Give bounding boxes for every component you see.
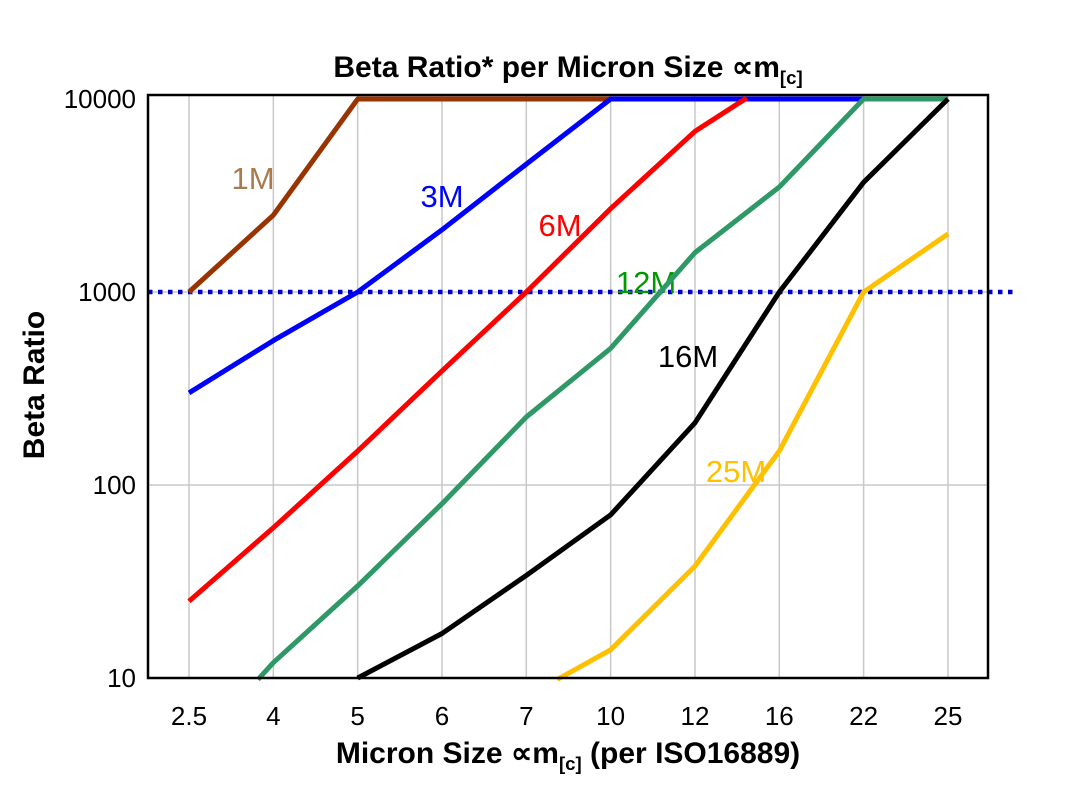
series-line-3M [187,96,864,396]
x-tick-label: 16 [764,701,794,731]
x-tick-label: 4 [266,701,281,731]
y-tick-label: 10 [107,663,136,693]
x-axis-title-suffix: (per ISO16889) [581,737,801,770]
series-label-3M: 3M [420,179,463,214]
y-tick-label: 1000 [78,277,136,307]
micron-symbol: ∝m [731,51,780,84]
micron-symbol: ∝m [510,737,559,770]
chart-title-text: Beta Ratio* per Micron Size [333,51,732,84]
series-label-6M: 6M [538,208,581,243]
micron-subscript: [c] [779,67,803,88]
chart-title: Beta Ratio* per Micron Size ∝m[c] [148,50,988,89]
series-line-25M [555,231,950,682]
x-tick-label: 12 [680,701,710,731]
x-tick-label: 25 [933,701,963,731]
x-axis-title: Micron Size ∝m[c] (per ISO16889) [148,736,988,775]
series-line-6M [187,95,749,604]
series-label-1M: 1M [231,161,274,196]
y-tick-label: 100 [92,470,136,500]
x-tick-label: 22 [849,701,879,731]
x-tick-label: 7 [519,701,534,731]
series-line-12M [256,96,948,682]
plot-border [146,93,990,680]
x-tick-label: 2.5 [170,701,208,731]
x-tick-label: 5 [350,701,365,731]
series-line-1M [187,96,611,294]
x-tick-label: 10 [596,701,626,731]
series-label-16M: 16M [658,339,718,374]
y-tick-label: 10000 [63,84,136,114]
x-axis-title-text: Micron Size [335,737,511,770]
micron-subscript: [c] [558,753,582,774]
series-line-16M [356,97,950,681]
x-tick-label: 6 [434,701,450,731]
